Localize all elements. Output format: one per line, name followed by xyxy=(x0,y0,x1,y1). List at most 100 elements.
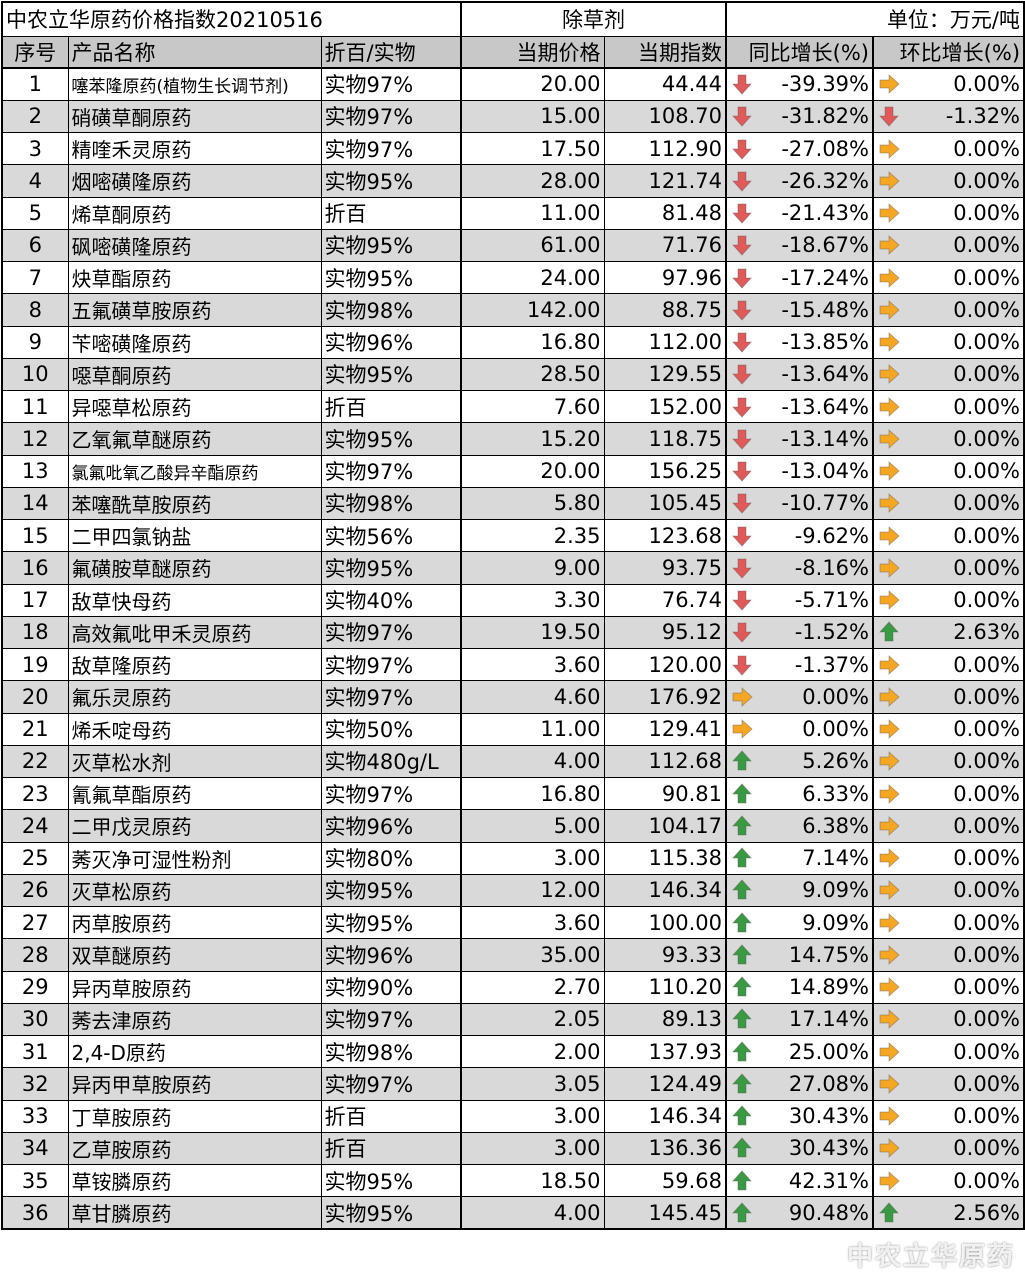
mom-growth: 0.00% xyxy=(953,910,1021,935)
current-index: 121.74 xyxy=(603,164,727,198)
yoy-growth: -8.16% xyxy=(794,555,869,580)
arrow-right-icon xyxy=(879,1138,900,1159)
product-spec: 折百 xyxy=(320,1131,462,1166)
table-row: 29 异丙草胺原药 实物90% 2.70 110.20 14.89% 0.00% xyxy=(1,970,1025,1004)
row-number: 8 xyxy=(1,293,69,327)
row-number: 29 xyxy=(1,970,69,1004)
mom-growth: 0.00% xyxy=(953,394,1021,419)
current-price: 19.50 xyxy=(460,615,605,650)
product-name: 异丙甲草胺原药 xyxy=(67,1067,322,1101)
arrow-down-icon xyxy=(732,461,752,482)
product-name: 莠灭净可湿性粉剂 xyxy=(67,841,322,875)
product-name: 灭草松原药 xyxy=(67,873,322,908)
yoy-growth: -5.71% xyxy=(794,588,869,613)
unit-label: 单位：万元/吨 xyxy=(724,1,1025,37)
arrow-up-icon xyxy=(732,1137,752,1158)
product-name: 莠去津原药 xyxy=(67,1002,322,1037)
mom-growth: -1.32% xyxy=(945,104,1021,129)
product-spec: 实物97% xyxy=(320,67,462,101)
yoy-growth: -39.39% xyxy=(781,72,869,97)
current-price: 15.00 xyxy=(460,99,605,134)
arrow-down-icon xyxy=(732,364,752,385)
current-index: 97.96 xyxy=(603,260,727,295)
table-row: 34 乙草胺原药 折百 3.00 136.36 30.43% 0.00% xyxy=(1,1131,1025,1166)
current-price: 3.60 xyxy=(460,647,605,682)
current-price: 35.00 xyxy=(460,938,605,972)
current-index: 112.00 xyxy=(603,325,727,359)
yoy-growth: 14.89% xyxy=(788,975,869,1000)
product-name: 丙草胺原药 xyxy=(67,905,322,940)
header-yoy: 同比增长(%) xyxy=(725,35,874,69)
header-price: 当期价格 xyxy=(460,35,605,69)
current-price: 4.60 xyxy=(460,680,605,714)
current-price: 3.00 xyxy=(460,841,605,875)
current-index: 152.00 xyxy=(603,389,727,424)
table-row: 27 丙草胺原药 实物95% 3.60 100.00 9.09% 0.00% xyxy=(1,905,1025,940)
arrow-right-icon xyxy=(879,170,900,191)
mom-growth: 0.00% xyxy=(953,265,1021,290)
yoy-growth: -1.52% xyxy=(794,620,869,645)
arrow-right-icon xyxy=(879,332,900,353)
product-name: 草甘膦原药 xyxy=(67,1196,322,1230)
current-index: 146.34 xyxy=(603,1099,727,1133)
row-number: 30 xyxy=(1,1002,69,1037)
mom-growth: 0.00% xyxy=(953,717,1021,742)
arrow-right-icon xyxy=(879,203,900,224)
yoy-growth: 14.75% xyxy=(788,942,869,967)
arrow-right-icon xyxy=(879,525,900,546)
product-name: 氰氟草酯原药 xyxy=(67,776,322,811)
product-spec: 实物97% xyxy=(320,131,462,166)
yoy-growth: -9.62% xyxy=(794,523,869,548)
mom-growth: 2.63% xyxy=(953,620,1021,645)
product-name: 丁草胺原药 xyxy=(67,1099,322,1133)
arrow-right-icon xyxy=(879,1009,900,1030)
arrow-down-icon xyxy=(732,106,752,127)
product-name: 2,4-D原药 xyxy=(67,1034,322,1069)
arrow-up-icon xyxy=(732,912,752,933)
price-index-table: 中农立华原药价格指数20210516 除草剂 单位：万元/吨 序号 产品名称 折… xyxy=(1,1,1025,1230)
yoy-growth: 7.14% xyxy=(802,846,869,871)
arrow-right-icon xyxy=(879,654,900,675)
product-spec: 实物96% xyxy=(320,809,462,843)
arrow-right-icon xyxy=(879,299,900,320)
arrow-right-icon xyxy=(732,719,753,740)
table-row: 7 炔草酯原药 实物95% 24.00 97.96 -17.24% 0.00% xyxy=(1,260,1025,295)
arrow-down-icon xyxy=(732,74,752,95)
watermark: 中农立华原药 xyxy=(846,1242,1015,1272)
row-number: 14 xyxy=(1,486,69,521)
arrow-down-icon xyxy=(732,332,752,353)
current-price: 2.00 xyxy=(460,1034,605,1069)
yoy-growth: 9.09% xyxy=(802,910,869,935)
title-row: 中农立华原药价格指数20210516 除草剂 单位：万元/吨 xyxy=(1,1,1025,37)
yoy-growth: 30.43% xyxy=(788,1136,869,1161)
table-row: 23 氰氟草酯原药 实物97% 16.80 90.81 6.33% 0.00% xyxy=(1,776,1025,811)
arrow-right-icon xyxy=(879,944,900,965)
row-number: 12 xyxy=(1,422,69,456)
table-row: 24 二甲戊灵原药 实物96% 5.00 104.17 6.38% 0.00% xyxy=(1,809,1025,843)
product-spec: 实物98% xyxy=(320,486,462,521)
row-number: 5 xyxy=(1,196,69,230)
current-price: 2.70 xyxy=(460,970,605,1004)
row-number: 26 xyxy=(1,873,69,908)
current-index: 88.75 xyxy=(603,293,727,327)
product-spec: 实物98% xyxy=(320,1034,462,1069)
yoy-growth: 6.38% xyxy=(802,813,869,838)
table-row: 11 异噁草松原药 折百 7.60 152.00 -13.64% 0.00% xyxy=(1,389,1025,424)
mom-growth: 0.00% xyxy=(953,1104,1021,1129)
arrow-down-icon xyxy=(732,397,752,418)
table-row: 4 烟嘧磺隆原药 实物95% 28.00 121.74 -26.32% 0.00… xyxy=(1,164,1025,198)
table-row: 12 乙氧氟草醚原药 实物95% 15.20 118.75 -13.14% 0.… xyxy=(1,422,1025,456)
mom-growth: 0.00% xyxy=(953,297,1021,322)
arrow-down-icon xyxy=(732,493,752,514)
arrow-right-icon xyxy=(879,138,900,159)
current-price: 5.00 xyxy=(460,809,605,843)
product-name: 烟嘧磺隆原药 xyxy=(67,164,322,198)
table-row: 5 烯草酮原药 折百 11.00 81.48 -21.43% 0.00% xyxy=(1,196,1025,230)
current-price: 2.35 xyxy=(460,518,605,553)
product-spec: 实物97% xyxy=(320,1002,462,1037)
row-number: 34 xyxy=(1,1131,69,1166)
yoy-growth: -13.85% xyxy=(781,330,869,355)
arrow-down-icon xyxy=(732,139,752,160)
product-spec: 实物97% xyxy=(320,615,462,650)
product-name: 草铵膦原药 xyxy=(67,1163,322,1198)
